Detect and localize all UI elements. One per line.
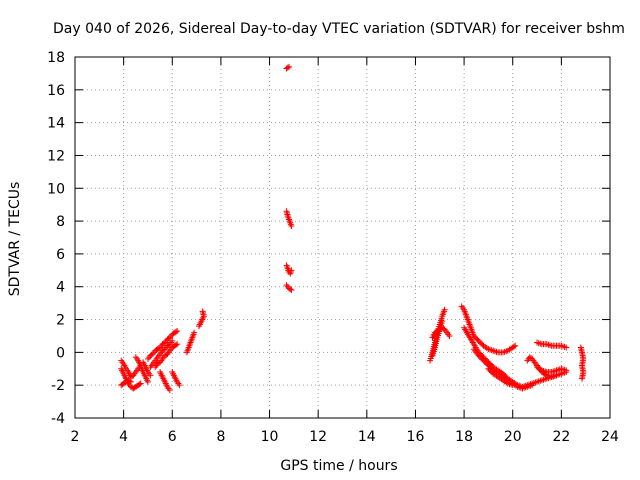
data-point <box>174 341 181 348</box>
x-tick-label: 6 <box>168 429 177 445</box>
data-point <box>137 380 144 387</box>
data-points <box>118 63 587 394</box>
data-point <box>169 337 176 344</box>
y-tick-label: 16 <box>47 83 65 99</box>
x-tick-label: 10 <box>261 429 279 445</box>
grid-lines <box>75 57 610 418</box>
data-point <box>136 381 143 388</box>
data-point <box>191 329 198 336</box>
data-point <box>439 318 446 325</box>
data-point <box>166 387 173 394</box>
x-tick-label: 16 <box>407 429 425 445</box>
data-point <box>441 306 448 313</box>
data-point <box>446 332 453 339</box>
data-point <box>288 267 295 274</box>
x-tick-label: 2 <box>71 429 80 445</box>
data-point <box>126 378 133 385</box>
data-point <box>529 382 536 389</box>
data-point <box>176 382 183 389</box>
y-tick-label: 18 <box>47 50 65 66</box>
y-tick-label: 8 <box>56 214 65 230</box>
y-tick-label: 10 <box>47 181 65 197</box>
data-point <box>510 343 517 350</box>
y-tick-label: 4 <box>56 280 65 296</box>
axis-ticks <box>74 56 611 419</box>
data-point <box>147 372 154 379</box>
y-tick-label: -4 <box>51 411 65 427</box>
y-tick-label: 6 <box>56 247 65 263</box>
data-point <box>172 328 179 335</box>
plot-frame <box>74 56 611 419</box>
data-point <box>563 344 570 351</box>
data-point <box>287 286 294 293</box>
x-tick-label: 14 <box>358 429 376 445</box>
data-point <box>288 287 295 294</box>
x-tick-label: 18 <box>455 429 473 445</box>
chart-title: Day 040 of 2026, Sidereal Day-to-day VTE… <box>53 21 625 37</box>
data-point <box>284 64 291 71</box>
y-tick-label: 2 <box>56 313 65 329</box>
x-tick-label: 8 <box>216 429 225 445</box>
x-tick-label: 12 <box>309 429 327 445</box>
data-point <box>174 328 181 335</box>
y-tick-label: 14 <box>47 116 65 132</box>
x-tick-label: 20 <box>504 429 522 445</box>
data-point <box>286 63 292 70</box>
data-point <box>563 367 570 374</box>
y-axis-label: SDTVAR / TECUs <box>7 182 23 297</box>
y-tick-label: 0 <box>56 345 65 361</box>
y-tick-label: -2 <box>51 378 65 394</box>
data-point <box>509 382 516 389</box>
x-tick-label: 22 <box>552 429 570 445</box>
data-point <box>144 378 151 385</box>
data-point <box>288 223 295 230</box>
x-axis-label: GPS time / hours <box>280 458 397 474</box>
data-point <box>512 342 519 349</box>
data-point <box>199 308 206 315</box>
y-tick-label: 12 <box>47 148 65 164</box>
x-tick-label: 4 <box>119 429 128 445</box>
data-point <box>127 378 134 385</box>
data-point <box>172 341 179 348</box>
x-tick-label: 24 <box>601 429 619 445</box>
data-point <box>579 375 586 382</box>
